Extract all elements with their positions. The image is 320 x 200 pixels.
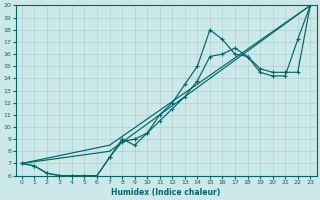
X-axis label: Humidex (Indice chaleur): Humidex (Indice chaleur) [111,188,221,197]
